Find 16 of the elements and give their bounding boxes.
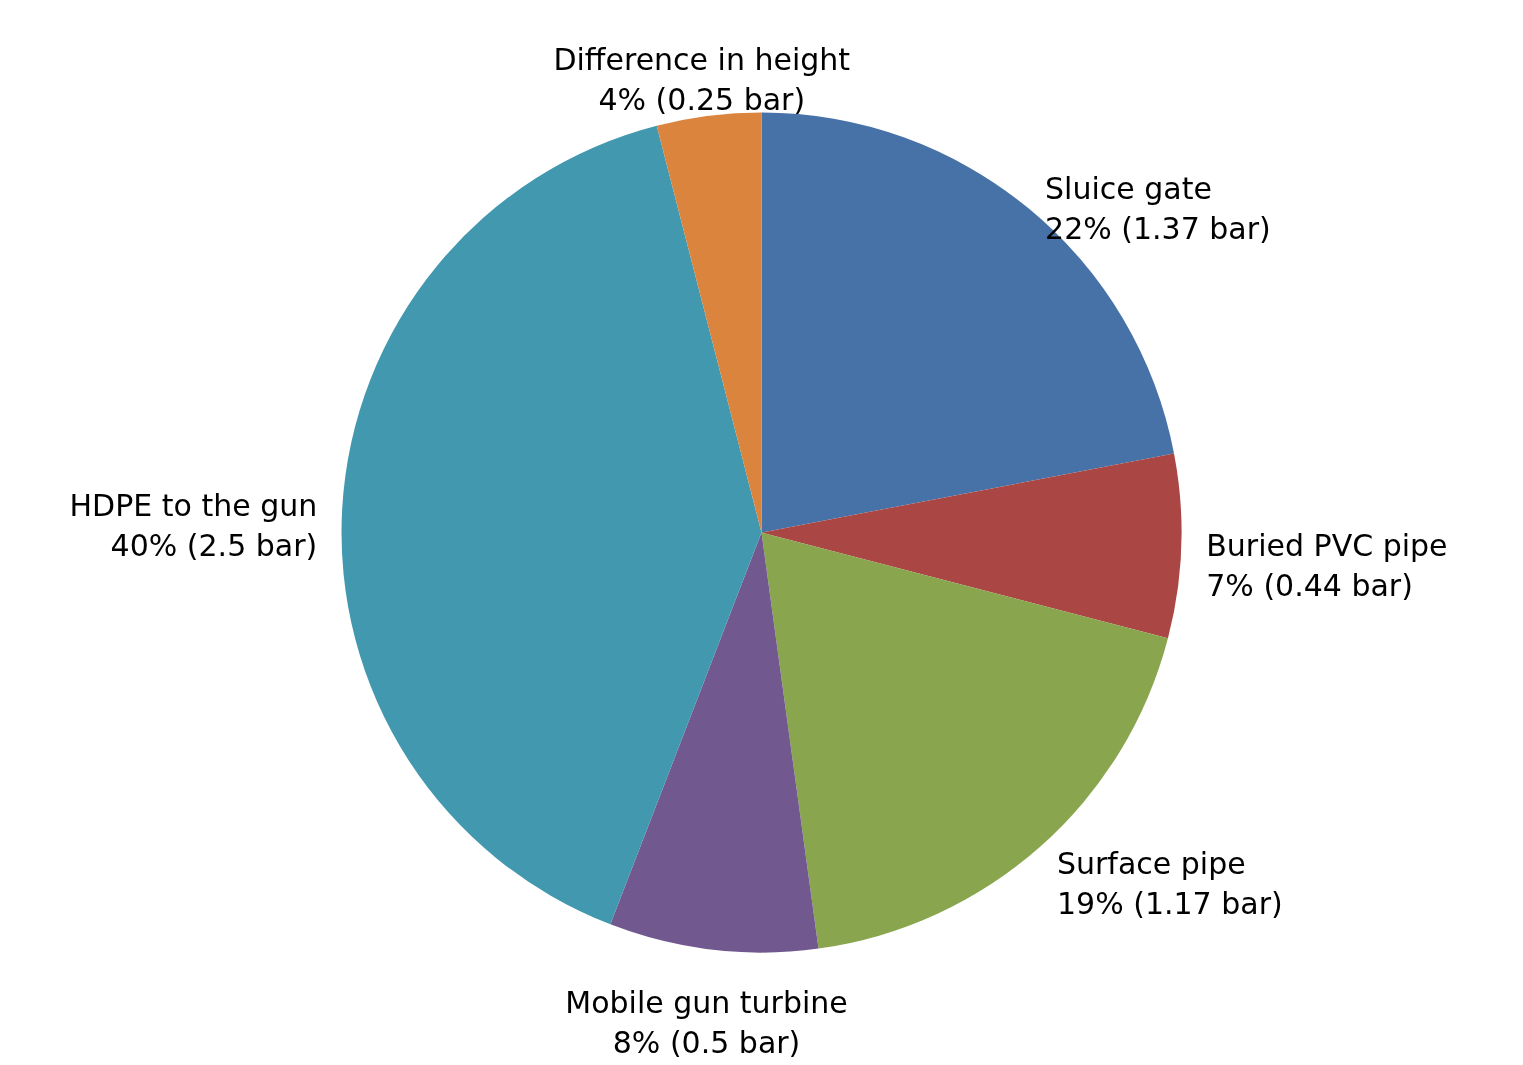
data-label: 7% (0.44 bar) bbox=[1206, 568, 1413, 604]
slice-label: Buried PVC pipe bbox=[1206, 528, 1448, 564]
slice-label: HDPE to the gun bbox=[69, 487, 318, 523]
slice-label: Difference in height bbox=[553, 42, 851, 78]
data-label: 40% (2.5 bar) bbox=[110, 527, 318, 563]
slice-label: Sluice gate bbox=[1045, 170, 1212, 206]
pie-slice bbox=[656, 112, 762, 533]
pie-slice bbox=[761, 453, 1182, 639]
slice-label: Mobile gun turbine bbox=[565, 985, 848, 1021]
pie-slice bbox=[342, 125, 762, 925]
slice-label: Surface pipe bbox=[1056, 846, 1246, 882]
data-label: 22% (1.37 bar) bbox=[1045, 210, 1271, 246]
data-label: 4% (0.25 bar) bbox=[598, 82, 806, 118]
pie-slice bbox=[610, 532, 819, 953]
data-label: 19% (1.17 bar) bbox=[1056, 886, 1283, 922]
data-label: 8% (0.5 bar) bbox=[612, 1025, 801, 1061]
